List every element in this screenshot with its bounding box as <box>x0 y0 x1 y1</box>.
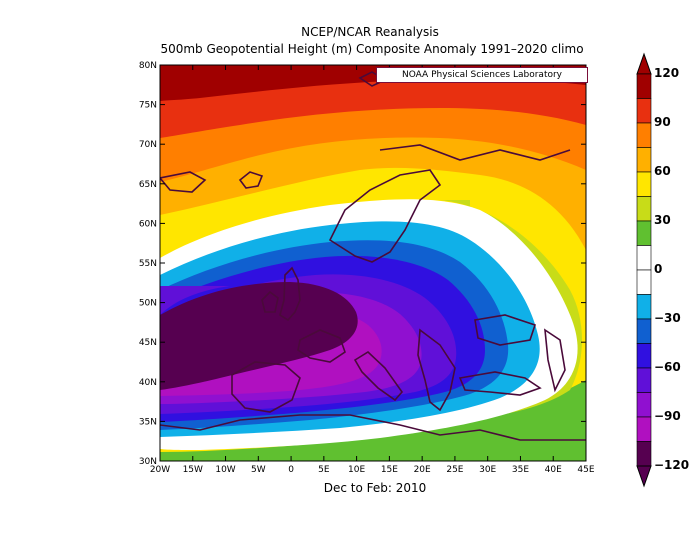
colorbar-segment <box>636 245 652 271</box>
colorbar-segment <box>636 392 652 418</box>
lon-label: 5W <box>251 465 266 475</box>
lat-label: 35N <box>139 417 157 427</box>
ireland-coast <box>261 290 279 313</box>
italy-coast <box>353 350 404 402</box>
lat-label: 80N <box>139 61 157 71</box>
colorbar-label: −30 <box>654 311 681 325</box>
colorbar-label: −120 <box>654 458 690 472</box>
lat-label: 50N <box>139 299 157 309</box>
lon-label: 20E <box>414 465 431 475</box>
colorbar-label: 0 <box>654 262 663 276</box>
caption: Dec to Feb: 2010 <box>323 481 427 495</box>
colorbar-label: 60 <box>654 164 671 178</box>
colorbar-label: −60 <box>654 360 681 374</box>
colorbar-label: 90 <box>654 115 671 129</box>
colorbar <box>636 52 652 488</box>
colorbar-segment <box>636 220 652 246</box>
turkey-coast <box>458 371 542 396</box>
colorbar-segment <box>636 147 652 173</box>
lon-label: 10E <box>348 465 365 475</box>
colorbar-label: −90 <box>654 409 681 423</box>
iceland-coast <box>238 171 264 189</box>
colorbar-max-arrow <box>636 52 652 75</box>
map-subtitle: 500mb Geopotential Height (m) Composite … <box>160 42 584 56</box>
lon-label: 15W <box>183 465 203 475</box>
lon-label: 5E <box>318 465 330 475</box>
map-title: NCEP/NCAR Reanalysis <box>301 25 439 39</box>
lon-label: 45E <box>577 465 594 475</box>
colorbar-min-arrow <box>636 465 652 488</box>
lat-label: 30N <box>139 457 157 467</box>
colorbar-segment <box>636 367 652 393</box>
lon-label: 10W <box>215 465 235 475</box>
black-sea-coast <box>474 314 537 346</box>
lat-label: 45N <box>139 338 157 348</box>
france-coast <box>297 329 346 363</box>
band-minus-120 <box>160 282 358 390</box>
lat-label: 65N <box>139 180 157 190</box>
balkans-coast <box>417 328 456 412</box>
colorbar-segment <box>636 294 652 320</box>
colorbar-segment <box>636 441 652 467</box>
lon-label: 40E <box>545 465 562 475</box>
colorbar-segment <box>636 73 652 99</box>
lat-label: 70N <box>139 140 157 150</box>
lon-label: 0 <box>288 465 294 475</box>
colorbar-label: 120 <box>654 66 680 80</box>
lon-label: 20W <box>150 465 170 475</box>
iberia-coast <box>231 361 301 413</box>
arctic-coast <box>379 144 571 161</box>
colorbar-segment <box>636 122 652 148</box>
colorbar-segment <box>636 318 652 344</box>
band-south-30 <box>160 380 586 461</box>
lon-label: 25E <box>446 465 463 475</box>
colorbar-segment <box>636 98 652 124</box>
latitude-axis: 80N 75N 70N 65N 60N 55N 50N 45N 40N 35N 30N <box>139 61 586 467</box>
coastlines <box>160 71 586 441</box>
longitude-axis: 20W 15W 10W 5W 0 5E 10E 15E 20E 25E 30E 35E 40E 45E <box>150 65 595 475</box>
lat-label: 60N <box>139 219 157 229</box>
colorbar-segment <box>636 343 652 369</box>
lon-label: 30E <box>479 465 496 475</box>
lon-label: 15E <box>381 465 398 475</box>
credit-label: NOAA Physical Sciences Laboratory <box>376 67 588 83</box>
band-minus-75-nw <box>160 286 230 315</box>
colorbar-segment <box>636 196 652 222</box>
colorbar-segment <box>636 171 652 197</box>
lat-label: 40N <box>139 378 157 388</box>
caspian-coast <box>544 328 566 393</box>
colorbar-segment <box>636 269 652 295</box>
lat-label: 75N <box>139 101 157 111</box>
north-africa-coast <box>160 414 586 441</box>
greenland-coast <box>160 171 207 193</box>
colorbar-segment <box>636 416 652 442</box>
lon-label: 35E <box>512 465 529 475</box>
anomaly-field <box>160 65 586 461</box>
colorbar-label: 30 <box>654 213 671 227</box>
great-britain-coast <box>279 266 301 322</box>
lat-label: 55N <box>139 259 157 269</box>
scandinavia-coast <box>328 169 442 263</box>
